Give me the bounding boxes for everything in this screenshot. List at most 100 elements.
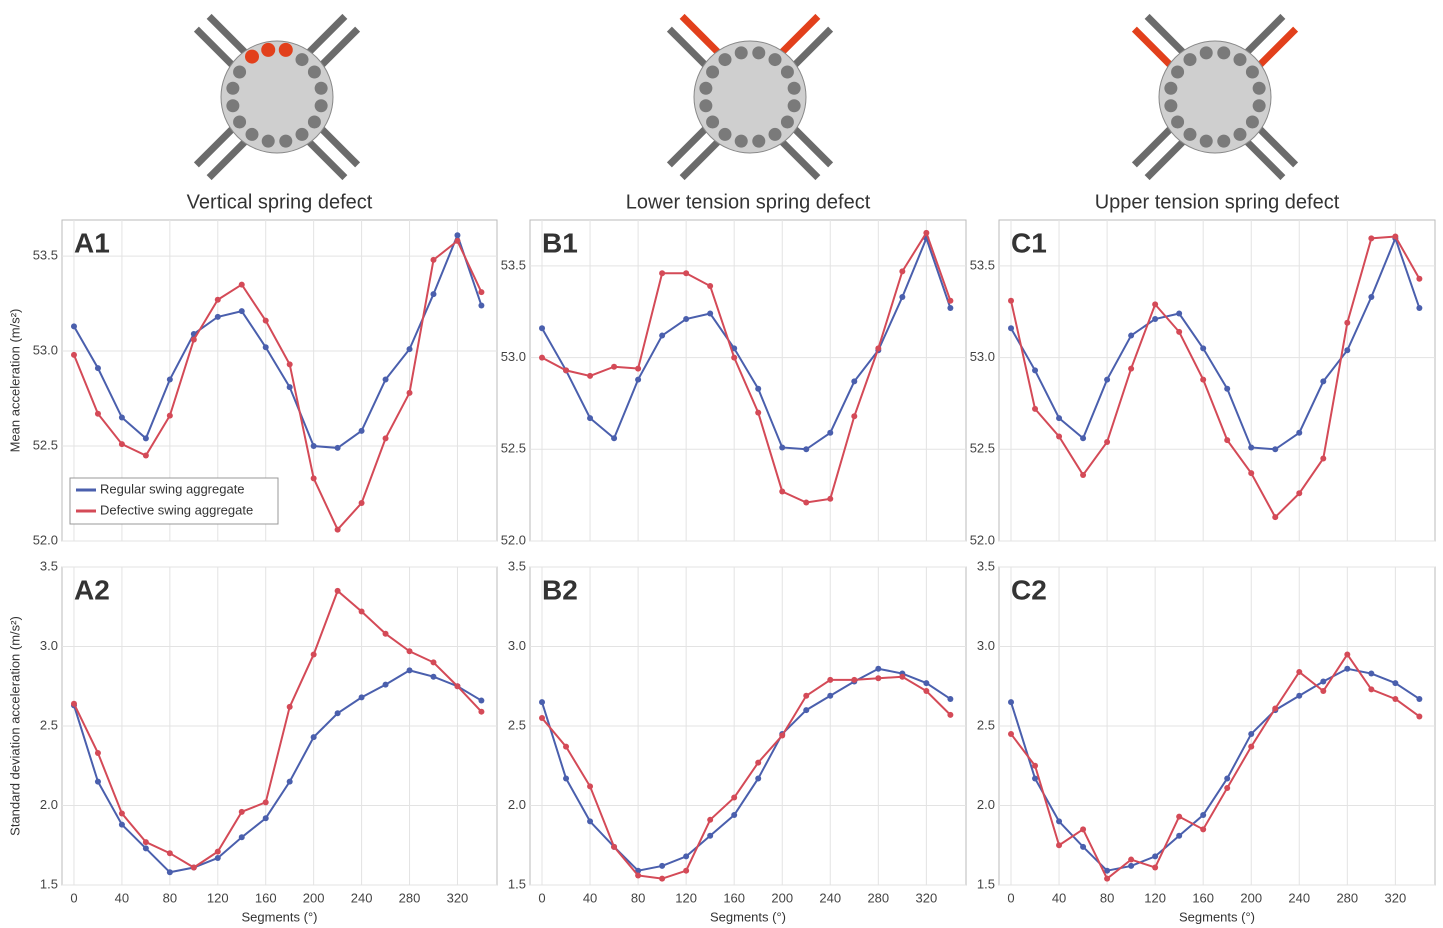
data-point bbox=[70, 351, 77, 358]
data-point bbox=[238, 808, 245, 815]
data-point bbox=[454, 232, 461, 239]
series-line bbox=[1010, 235, 1421, 451]
data-point bbox=[1296, 490, 1303, 497]
data-point bbox=[454, 683, 461, 690]
x-tick-label: 160 bbox=[1192, 890, 1214, 905]
panel-label: B1 bbox=[542, 227, 578, 258]
data-point bbox=[1104, 867, 1111, 874]
x-axis-label: Segments (°) bbox=[241, 909, 317, 924]
data-point bbox=[1008, 297, 1015, 304]
roller bbox=[244, 49, 259, 64]
data-point bbox=[1344, 651, 1351, 658]
data-point bbox=[1224, 775, 1231, 782]
y-tick-label: 2.5 bbox=[977, 717, 995, 732]
data-point bbox=[382, 681, 389, 688]
x-tick-label: 200 bbox=[303, 890, 325, 905]
data-point bbox=[1032, 775, 1039, 782]
data-point bbox=[334, 710, 341, 717]
roller bbox=[699, 81, 713, 95]
roller bbox=[1171, 65, 1185, 79]
roller bbox=[245, 127, 259, 141]
roller bbox=[752, 46, 766, 60]
roller bbox=[706, 115, 720, 129]
data-point bbox=[683, 270, 690, 277]
roller bbox=[706, 65, 720, 79]
data-point bbox=[1176, 310, 1183, 317]
data-point bbox=[406, 389, 413, 396]
panel: 52.0 52.5 53.0 53.5 Upper tension spring def… bbox=[970, 191, 1436, 547]
series-line bbox=[1010, 652, 1420, 881]
y-tick-label: 53.0 bbox=[501, 349, 526, 364]
data-point bbox=[1152, 853, 1159, 860]
data-point bbox=[358, 694, 365, 701]
data-point bbox=[310, 734, 317, 741]
data-point bbox=[382, 376, 389, 383]
data-point bbox=[286, 361, 293, 368]
data-point bbox=[707, 283, 714, 290]
x-tick-label: 0 bbox=[538, 890, 545, 905]
data-point bbox=[1296, 429, 1303, 436]
data-point bbox=[587, 818, 594, 825]
y-tick-label: 3.5 bbox=[977, 558, 995, 573]
y-tick-label: 52.5 bbox=[970, 441, 995, 456]
y-tick-label: 52.0 bbox=[33, 532, 58, 547]
data-point bbox=[1080, 826, 1087, 833]
data-point bbox=[1392, 695, 1399, 702]
y-tick-label: 53.5 bbox=[501, 257, 526, 272]
x-tick-label: 40 bbox=[1052, 890, 1066, 905]
data-point bbox=[358, 500, 365, 507]
roller bbox=[226, 99, 240, 113]
data-point bbox=[94, 365, 101, 372]
data-point bbox=[755, 409, 762, 416]
roller bbox=[1245, 65, 1259, 79]
x-tick-label: 120 bbox=[207, 890, 229, 905]
data-point bbox=[923, 229, 930, 236]
x-tick-label: 80 bbox=[631, 890, 645, 905]
roller bbox=[1233, 53, 1247, 67]
roller bbox=[295, 127, 309, 141]
data-point bbox=[358, 608, 365, 615]
data-point bbox=[262, 317, 269, 324]
data-point bbox=[947, 305, 954, 312]
data-point bbox=[827, 676, 834, 683]
roller bbox=[718, 53, 732, 67]
panel: 52.0 52.5 53.0 53.5 Mean acceleration (m/s²)… bbox=[7, 191, 498, 547]
x-tick-label: 280 bbox=[1336, 890, 1358, 905]
roller bbox=[261, 134, 275, 148]
panel: 1.5 2.0 2.5 3.0 3.5 0 40 80 120 160 200 240 280 320 Se… bbox=[977, 558, 1436, 924]
data-point bbox=[142, 435, 149, 442]
x-tick-label: 320 bbox=[916, 890, 938, 905]
data-point bbox=[659, 332, 666, 339]
data-point bbox=[1056, 842, 1063, 849]
data-point bbox=[1344, 665, 1351, 672]
data-point bbox=[1176, 328, 1183, 335]
data-point bbox=[635, 872, 642, 879]
roller bbox=[307, 65, 321, 79]
data-point bbox=[406, 346, 413, 353]
data-point bbox=[262, 815, 269, 822]
roller bbox=[1217, 134, 1231, 148]
data-point bbox=[851, 676, 858, 683]
data-point bbox=[1224, 437, 1231, 444]
y-tick-label: 3.5 bbox=[40, 558, 58, 573]
data-point bbox=[683, 867, 690, 874]
data-point bbox=[1392, 233, 1399, 240]
legend-label: Defective swing aggregate bbox=[100, 502, 253, 517]
data-point bbox=[238, 834, 245, 841]
data-point bbox=[1200, 826, 1207, 833]
data-point bbox=[683, 853, 690, 860]
panel-label: A1 bbox=[74, 227, 110, 258]
roller bbox=[1199, 46, 1213, 60]
data-point bbox=[1152, 864, 1159, 871]
y-tick-label: 3.5 bbox=[508, 558, 526, 573]
series-line bbox=[73, 232, 483, 449]
roller bbox=[1217, 46, 1231, 60]
column-title: Vertical spring defect bbox=[187, 191, 373, 213]
data-point bbox=[779, 444, 786, 451]
data-point bbox=[875, 665, 882, 672]
column-title: Upper tension spring defect bbox=[1095, 191, 1340, 213]
panel: 52.0 52.5 53.0 53.5 Lower tension spring def… bbox=[501, 191, 967, 547]
data-point bbox=[1392, 680, 1399, 687]
data-point bbox=[1320, 378, 1327, 385]
roller bbox=[1245, 115, 1259, 129]
